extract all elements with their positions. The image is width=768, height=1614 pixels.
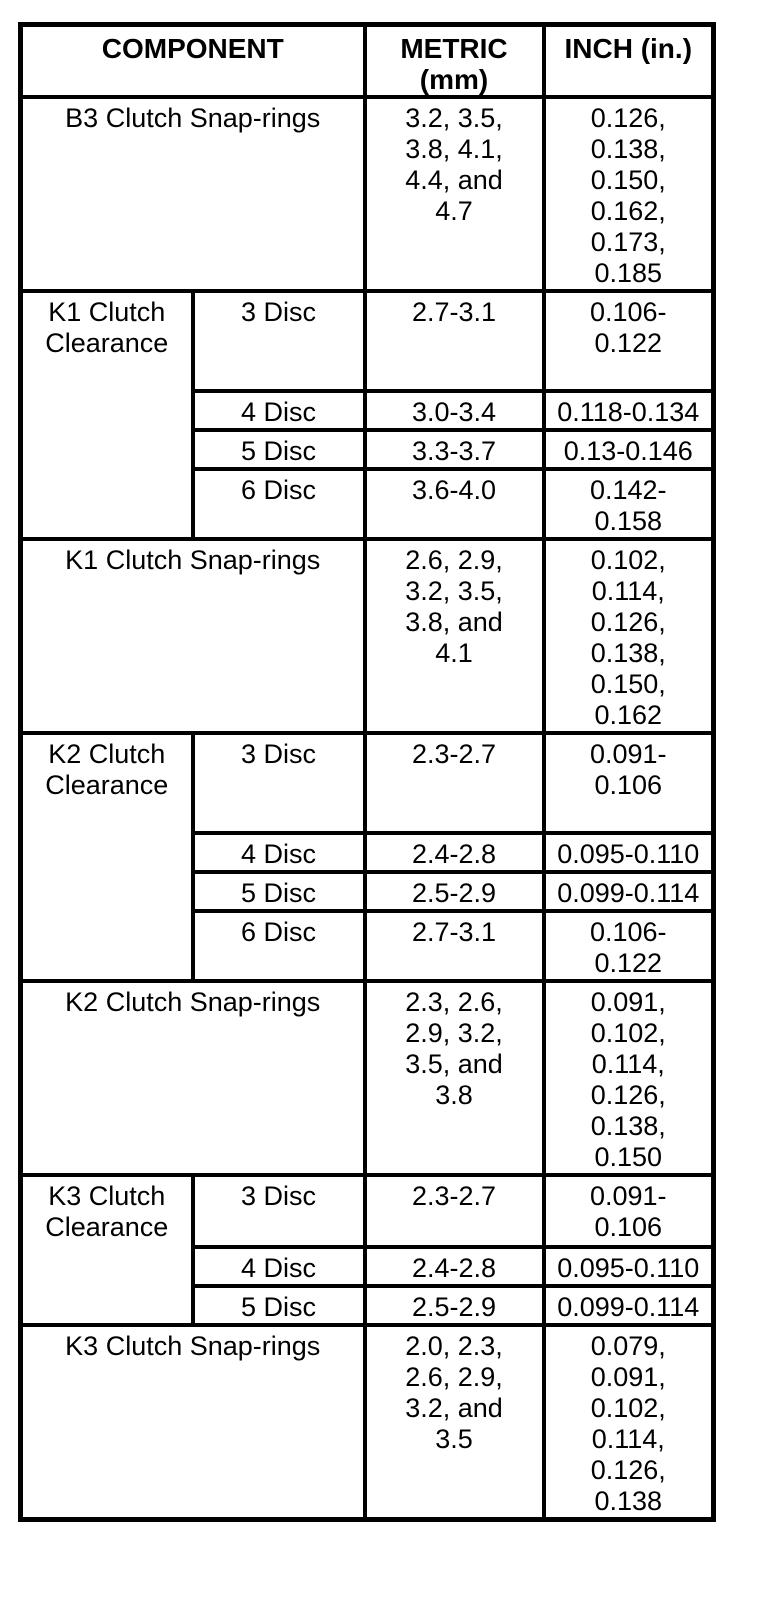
inch-cell: 0.079, 0.091, 0.102, 0.114, 0.126, 0.138 [541, 1323, 716, 1522]
component-cell: K3 Clutch Snap-rings [18, 1323, 367, 1522]
inch-cell: 0.095-0.110 [541, 831, 716, 874]
inch-cell: 0.106- 0.122 [541, 909, 716, 983]
disc-label-cell: 6 Disc [190, 909, 367, 983]
disc-label-cell: 5 Disc [190, 870, 367, 913]
inch-cell: 0.106- 0.122 [541, 289, 716, 393]
row-k1-clearance-6disc: 6 Disc 3.6-4.0 0.142- 0.158 [21, 467, 716, 541]
row-k2-clearance-3disc: K2 Clutch Clearance 3 Disc 2.3-2.7 0.091… [18, 731, 716, 983]
metric-cell: 2.7-3.1 [362, 289, 546, 393]
component-cell: B3 Clutch Snap-rings [18, 95, 367, 293]
metric-cell: 3.0-3.4 [362, 389, 546, 432]
component-cell: K1 Clutch Snap-rings [18, 537, 367, 735]
disc-label-cell: 4 Disc [190, 1245, 367, 1288]
row-k2-clearance-6disc: 6 Disc 2.7-3.1 0.106- 0.122 [21, 909, 716, 983]
metric-cell: 2.5-2.9 [362, 1284, 546, 1327]
group-label-cell: K3 Clutch Clearance [18, 1173, 195, 1327]
disc-label-cell: 3 Disc [190, 289, 367, 393]
clutch-spec-table: COMPONENT METRIC (mm) INCH (in.) B3 Clut… [18, 22, 716, 1522]
row-k1-snap-rings: K1 Clutch Snap-rings 2.6, 2.9, 3.2, 3.5,… [18, 537, 716, 735]
metric-cell: 3.2, 3.5, 3.8, 4.1, 4.4, and 4.7 [362, 95, 546, 293]
disc-label-cell: 4 Disc [190, 831, 367, 874]
disc-label-cell: 6 Disc [190, 467, 367, 541]
metric-cell: 2.3-2.7 [362, 731, 546, 835]
header-row: COMPONENT METRIC (mm) INCH (in.) [18, 22, 716, 99]
disc-label-cell: 4 Disc [190, 389, 367, 432]
disc-label-cell: 5 Disc [190, 1284, 367, 1327]
row-k3-clearance-3disc: K3 Clutch Clearance 3 Disc 2.3-2.7 0.091… [18, 1173, 716, 1327]
row-k3-clearance-4disc: 4 Disc 2.4-2.8 0.095-0.110 [21, 1245, 716, 1288]
inch-cell: 0.099-0.114 [541, 870, 716, 913]
component-cell: K2 Clutch Snap-rings [18, 979, 367, 1177]
metric-cell: 2.4-2.8 [362, 1245, 546, 1288]
row-k2-clearance-5disc: 5 Disc 2.5-2.9 0.099-0.114 [21, 870, 716, 913]
metric-cell: 3.3-3.7 [362, 428, 546, 471]
header-component-cell: COMPONENT [18, 22, 367, 99]
header-inch-cell: INCH (in.) [541, 22, 716, 99]
row-k2-snap-rings: K2 Clutch Snap-rings 2.3, 2.6, 2.9, 3.2,… [18, 979, 716, 1177]
header-metric-cell: METRIC (mm) [362, 22, 546, 99]
inch-cell: 0.091- 0.106 [541, 1173, 716, 1249]
row-k2-clearance-4disc: 4 Disc 2.4-2.8 0.095-0.110 [21, 831, 716, 874]
inch-cell: 0.102, 0.114, 0.126, 0.138, 0.150, 0.162 [541, 537, 716, 735]
row-b3-snap-rings: B3 Clutch Snap-rings 3.2, 3.5, 3.8, 4.1,… [18, 95, 716, 293]
disc-label-cell: 3 Disc [190, 1173, 367, 1249]
inch-cell: 0.126, 0.138, 0.150, 0.162, 0.173, 0.185 [541, 95, 716, 293]
inch-cell: 0.091, 0.102, 0.114, 0.126, 0.138, 0.150 [541, 979, 716, 1177]
metric-cell: 2.5-2.9 [362, 870, 546, 913]
row-k3-clearance-5disc: 5 Disc 2.5-2.9 0.099-0.114 [21, 1284, 716, 1327]
inch-cell: 0.091- 0.106 [541, 731, 716, 835]
row-k3-snap-rings: K3 Clutch Snap-rings 2.0, 2.3, 2.6, 2.9,… [18, 1323, 716, 1522]
inch-cell: 0.118-0.134 [541, 389, 716, 432]
disc-label-cell: 5 Disc [190, 428, 367, 471]
metric-cell: 2.3-2.7 [362, 1173, 546, 1249]
metric-cell: 2.7-3.1 [362, 909, 546, 983]
row-k1-clearance-5disc: 5 Disc 3.3-3.7 0.13-0.146 [21, 428, 716, 471]
metric-cell: 2.3, 2.6, 2.9, 3.2, 3.5, and 3.8 [362, 979, 546, 1177]
inch-cell: 0.095-0.110 [541, 1245, 716, 1288]
metric-cell: 3.6-4.0 [362, 467, 546, 541]
inch-cell: 0.142- 0.158 [541, 467, 716, 541]
group-label-cell: K1 Clutch Clearance [18, 289, 195, 541]
group-label-cell: K2 Clutch Clearance [18, 731, 195, 983]
metric-cell: 2.0, 2.3, 2.6, 2.9, 3.2, and 3.5 [362, 1323, 546, 1522]
row-k1-clearance-3disc: K1 Clutch Clearance 3 Disc 2.7-3.1 0.106… [18, 289, 716, 541]
metric-cell: 2.4-2.8 [362, 831, 546, 874]
inch-cell: 0.13-0.146 [541, 428, 716, 471]
inch-cell: 0.099-0.114 [541, 1284, 716, 1327]
metric-cell: 2.6, 2.9, 3.2, 3.5, 3.8, and 4.1 [362, 537, 546, 735]
disc-label-cell: 3 Disc [190, 731, 367, 835]
row-k1-clearance-4disc: 4 Disc 3.0-3.4 0.118-0.134 [21, 389, 716, 432]
